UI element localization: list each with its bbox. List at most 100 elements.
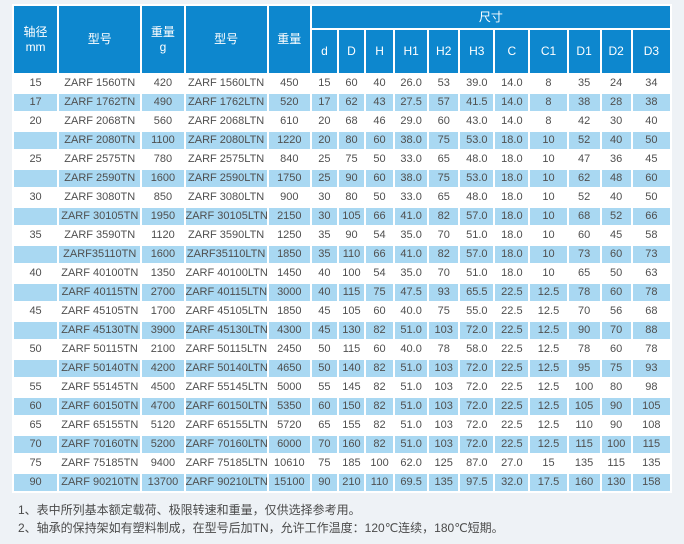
cell-D3: 108 bbox=[632, 417, 670, 434]
cell-shaft-mm: 35 bbox=[14, 227, 58, 244]
cell-D2: 40 bbox=[601, 132, 631, 149]
cell-weight-g: 5120 bbox=[142, 417, 184, 434]
cell-C1: 10 bbox=[530, 246, 567, 263]
cell-weight: 5350 bbox=[268, 398, 310, 415]
cell-model-tn: ZARF 50140TN bbox=[59, 360, 141, 377]
cell-d: 75 bbox=[311, 455, 337, 472]
cell-d: 40 bbox=[311, 284, 337, 301]
cell-H: 82 bbox=[366, 436, 394, 453]
cell-D3: 66 bbox=[632, 208, 670, 225]
cell-C1: 8 bbox=[530, 94, 567, 111]
cell-C: 14.0 bbox=[495, 75, 529, 92]
cell-weight-g: 4500 bbox=[142, 379, 184, 396]
cell-H1: 51.0 bbox=[395, 322, 428, 339]
cell-d: 40 bbox=[311, 265, 337, 282]
cell-H: 100 bbox=[366, 455, 394, 472]
cell-shaft-mm: 17 bbox=[14, 94, 58, 111]
cell-D3: 63 bbox=[632, 265, 670, 282]
cell-weight: 1220 bbox=[268, 132, 310, 149]
cell-model-tn: ZARF 75185TN bbox=[59, 455, 141, 472]
cell-shaft-mm bbox=[14, 246, 58, 263]
cell-model-ltn: ZARF 2068LTN bbox=[185, 113, 267, 130]
cell-D: 150 bbox=[338, 398, 364, 415]
col-header-H1: H1 bbox=[395, 30, 428, 73]
cell-weight-g: 5200 bbox=[142, 436, 184, 453]
weight-label-line2: g bbox=[159, 39, 167, 54]
cell-H3: 57.0 bbox=[460, 246, 494, 263]
cell-model-tn: ZARF 65155TN bbox=[59, 417, 141, 434]
cell-weight-g: 3900 bbox=[142, 322, 184, 339]
cell-C1: 8 bbox=[530, 113, 567, 130]
cell-weight-g: 560 bbox=[142, 113, 184, 130]
cell-D: 90 bbox=[338, 170, 364, 187]
cell-weight: 6000 bbox=[268, 436, 310, 453]
cell-D: 105 bbox=[338, 303, 364, 320]
cell-H3: 51.0 bbox=[460, 227, 494, 244]
table-row: ZARF 40115TN 2700 ZARF 40115LTN 3000 40 115 75… bbox=[14, 284, 670, 301]
cell-C: 22.5 bbox=[495, 284, 529, 301]
cell-D3: 88 bbox=[632, 322, 670, 339]
cell-D: 80 bbox=[338, 132, 364, 149]
cell-C: 22.5 bbox=[495, 341, 529, 358]
cell-model-ltn: ZARF 90210LTN bbox=[185, 474, 267, 491]
shaft-label-line1: 轴径 bbox=[23, 24, 48, 39]
cell-model-ltn: ZARF 2080LTN bbox=[185, 132, 267, 149]
cell-H3: 72.0 bbox=[460, 360, 494, 377]
cell-D2: 52 bbox=[601, 208, 631, 225]
cell-model-tn: ZARF 70160TN bbox=[59, 436, 141, 453]
col-header-H2: H2 bbox=[429, 30, 459, 73]
cell-weight: 1850 bbox=[268, 303, 310, 320]
table-row: ZARF 30105TN 1950 ZARF 30105LTN 2150 30 105 66… bbox=[14, 208, 670, 225]
cell-C: 18.0 bbox=[495, 208, 529, 225]
cell-shaft-mm bbox=[14, 322, 58, 339]
table-row: 55 ZARF 55145TN 4500 ZARF 55145LTN 5000 55 145… bbox=[14, 379, 670, 396]
cell-model-ltn: ZARF 50140LTN bbox=[185, 360, 267, 377]
cell-d: 65 bbox=[311, 417, 337, 434]
footnote-2: 2、轴承的保持架如有塑料制成，在型号后加TN，允许工作温度：120℃连续，180… bbox=[18, 521, 504, 535]
cell-d: 60 bbox=[311, 398, 337, 415]
table-row: 70 ZARF 70160TN 5200 ZARF 70160LTN 6000 70 160… bbox=[14, 436, 670, 453]
col-header-d: d bbox=[311, 30, 337, 73]
table-row: 25 ZARF 2575TN 780 ZARF 2575LTN 840 25 75 50 33.… bbox=[14, 151, 670, 168]
col-header-D1: D1 bbox=[568, 30, 600, 73]
table-header: 轴径 mm 型号 重量 g 型号 重量 尺寸 d D H H1 H2 H3 C bbox=[14, 6, 670, 73]
table-row: 17 ZARF 1762TN 490 ZARF 1762LTN 520 17 62 43 27.… bbox=[14, 94, 670, 111]
cell-H1: 51.0 bbox=[395, 360, 428, 377]
col-header-H3: H3 bbox=[460, 30, 494, 73]
cell-H2: 57 bbox=[429, 94, 459, 111]
cell-H: 50 bbox=[366, 151, 394, 168]
cell-C: 32.0 bbox=[495, 474, 529, 491]
cell-D2: 90 bbox=[601, 398, 631, 415]
cell-H2: 65 bbox=[429, 189, 459, 206]
table-row: ZARF 2080TN 1100 ZARF 2080LTN 1220 20 80 60 38.… bbox=[14, 132, 670, 149]
cell-model-tn: ZARF35110TN bbox=[59, 246, 141, 263]
cell-shaft-mm bbox=[14, 132, 58, 149]
cell-H2: 53 bbox=[429, 75, 459, 92]
cell-d: 25 bbox=[311, 170, 337, 187]
cell-D2: 60 bbox=[601, 284, 631, 301]
cell-d: 90 bbox=[311, 474, 337, 491]
cell-D3: 40 bbox=[632, 113, 670, 130]
cell-shaft-mm: 25 bbox=[14, 151, 58, 168]
cell-model-ltn: ZARF 45105LTN bbox=[185, 303, 267, 320]
cell-D1: 70 bbox=[568, 303, 600, 320]
cell-H1: 27.5 bbox=[395, 94, 428, 111]
cell-D: 100 bbox=[338, 265, 364, 282]
cell-D3: 50 bbox=[632, 132, 670, 149]
cell-model-tn: ZARF 40100TN bbox=[59, 265, 141, 282]
cell-model-tn: ZARF 40115TN bbox=[59, 284, 141, 301]
cell-D3: 93 bbox=[632, 360, 670, 377]
cell-D: 80 bbox=[338, 189, 364, 206]
cell-D: 185 bbox=[338, 455, 364, 472]
cell-D2: 90 bbox=[601, 417, 631, 434]
col-header-C: C bbox=[495, 30, 529, 73]
cell-D1: 47 bbox=[568, 151, 600, 168]
cell-shaft-mm bbox=[14, 284, 58, 301]
cell-H3: 53.0 bbox=[460, 132, 494, 149]
shaft-label-line2: mm bbox=[25, 39, 46, 54]
cell-D2: 130 bbox=[601, 474, 631, 491]
cell-H1: 69.5 bbox=[395, 474, 428, 491]
cell-D1: 65 bbox=[568, 265, 600, 282]
cell-shaft-mm bbox=[14, 360, 58, 377]
cell-weight-g: 4200 bbox=[142, 360, 184, 377]
